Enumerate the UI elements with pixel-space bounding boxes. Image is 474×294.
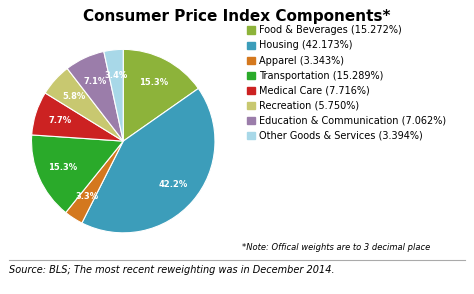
Text: Source: BLS; The most recent reweighting was in December 2014.: Source: BLS; The most recent reweighting… bbox=[9, 265, 335, 275]
Text: 7.1%: 7.1% bbox=[84, 77, 107, 86]
Text: 5.8%: 5.8% bbox=[63, 92, 86, 101]
Wedge shape bbox=[31, 135, 123, 213]
Wedge shape bbox=[32, 93, 123, 141]
Text: 3.3%: 3.3% bbox=[76, 192, 99, 201]
Text: Consumer Price Index Components*: Consumer Price Index Components* bbox=[83, 9, 391, 24]
Text: 7.7%: 7.7% bbox=[49, 116, 72, 126]
Wedge shape bbox=[66, 141, 123, 223]
Text: 15.3%: 15.3% bbox=[48, 163, 77, 172]
Text: 15.3%: 15.3% bbox=[139, 78, 168, 87]
Wedge shape bbox=[123, 49, 198, 141]
Legend: Food & Beverages (15.272%), Housing (42.173%), Apparel (3.343%), Transportation : Food & Beverages (15.272%), Housing (42.… bbox=[246, 26, 447, 141]
Text: *Note: Offical weights are to 3 decimal place: *Note: Offical weights are to 3 decimal … bbox=[242, 243, 430, 252]
Wedge shape bbox=[67, 51, 123, 141]
Text: 42.2%: 42.2% bbox=[158, 180, 188, 189]
Text: 3.4%: 3.4% bbox=[105, 71, 128, 80]
Wedge shape bbox=[82, 88, 215, 233]
Wedge shape bbox=[104, 49, 123, 141]
Wedge shape bbox=[45, 69, 123, 141]
